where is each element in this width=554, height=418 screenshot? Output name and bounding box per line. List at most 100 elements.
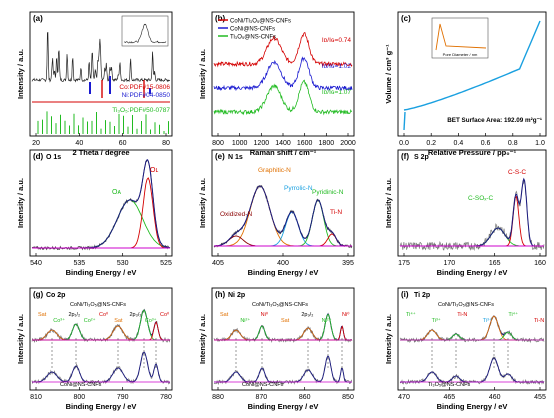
legend-entry: Ti₃O₅:PDF#50-0787	[112, 107, 170, 114]
x-axis-label: Binding Energy / eV	[248, 268, 319, 277]
peak-label: Ti-N	[330, 209, 342, 216]
plot-frame	[29, 11, 173, 137]
x-tick-label: 400	[277, 260, 289, 267]
fit-envelope	[214, 185, 352, 247]
panel-d: (d) O 1s 540 535 530 525 Binding Energy / eV In…	[16, 149, 173, 277]
y-axis-label: Intensity / a.u.	[384, 314, 393, 364]
plot-frame	[211, 287, 355, 391]
x-tick-label: 1600	[297, 140, 313, 147]
legend-entry: Ni:PDF#04-0850	[122, 92, 171, 99]
component-peak	[214, 199, 352, 247]
peak-label: Pyridinic-N	[312, 189, 344, 196]
x-tick-label: 800	[73, 394, 85, 401]
panel-i: (i) Ti 2p 470 465 460 455 Binding Energy / eV I…	[384, 287, 547, 411]
ol-peak	[32, 177, 170, 249]
x-tick-label: 1800	[319, 140, 335, 147]
x-tick-label: 0.4	[454, 140, 464, 147]
panel-title: Ni 2p	[228, 292, 245, 299]
peak-label: Ni⁰	[261, 311, 269, 318]
panel-c: (c) 0.0 0.2 0.4 0.6 0.8 1.0 Relative Pressure /…	[384, 11, 547, 157]
fit-envelope	[214, 355, 352, 383]
x-axis-label: Binding Energy / eV	[66, 402, 137, 411]
fit-envelope	[400, 357, 544, 383]
raw-spectrum	[399, 356, 545, 386]
panel-letter: (g)	[33, 290, 44, 299]
x-tick-label: 0.0	[399, 140, 409, 147]
x-tick-label: 0.8	[508, 140, 518, 147]
x-tick-label: 470	[398, 394, 410, 401]
peak-label: Pyrrolic-N	[284, 185, 313, 192]
plot-frame	[397, 149, 547, 257]
peak-label: Ti⁴⁺	[508, 311, 518, 318]
legend-entry: Co:PDF#15-0806	[119, 84, 170, 91]
x-axis-label: Binding Energy / eV	[66, 268, 137, 277]
inset-x-label: Pore Diameter / nm	[443, 52, 478, 57]
x-tick-label: 80	[162, 140, 170, 147]
x-axis-label: Binding Energy / eV	[248, 402, 319, 411]
peak-label: Co²⁺	[84, 317, 96, 324]
y-axis-label: Volume / cm³ g⁻¹	[384, 44, 393, 104]
xrd-curve	[31, 31, 171, 83]
peak-label: Co³⁺	[53, 317, 65, 324]
x-tick-label: 0.6	[481, 140, 491, 147]
x-axis-label: Relative Pressure / pp₀⁻¹	[428, 148, 517, 157]
x-tick-label: 1400	[275, 140, 291, 147]
peak-label: 2p₁/₂	[69, 312, 81, 318]
panel-letter: (a)	[33, 14, 43, 23]
x-tick-label: 175	[398, 260, 410, 267]
peak-label: 2p₃/₂	[301, 312, 313, 318]
x-tick-label: 525	[160, 260, 172, 267]
panel-letter: (h)	[215, 290, 226, 299]
x-tick-label: 2000	[340, 140, 356, 147]
x-tick-label: 40	[75, 140, 83, 147]
x-tick-label: 860	[299, 394, 311, 401]
adsorption-curve	[403, 20, 541, 111]
peak-label: Oᴀ	[112, 189, 121, 196]
peak-label: 2p₃/₂	[130, 312, 142, 318]
panel-letter: (d)	[33, 152, 44, 161]
inset-box	[431, 17, 489, 59]
sample-label: CoNi/Ti₃O₅@NS-CNFs	[252, 302, 308, 308]
csox-peak	[400, 227, 544, 247]
panel-h: (h) Ni 2p 880 870 860 850 Binding Energy / eV I…	[198, 287, 355, 411]
component-peak	[214, 327, 352, 341]
peak-label: Ti³⁺	[432, 317, 441, 324]
panel-title: Ti 2p	[414, 292, 430, 299]
plot-frame	[397, 287, 547, 391]
y-axis-label: Intensity / a.u.	[198, 314, 207, 364]
component-peak	[400, 329, 544, 341]
panel-title: N 1s	[228, 154, 243, 161]
x-tick-label: 160	[534, 260, 546, 267]
x-axis-label: Binding Energy / eV	[437, 402, 508, 411]
panel-letter: (c)	[401, 14, 411, 23]
peak-label: Ti-N	[534, 318, 544, 324]
x-tick-label: 540	[30, 260, 42, 267]
x-tick-label: 455	[534, 394, 546, 401]
panel-title: Co 2p	[46, 292, 65, 299]
plot-frame	[29, 149, 173, 257]
peak-label: Co⁰	[99, 311, 109, 318]
legend-entry: CoNi/Ti₃O₅@NS-CNFs	[230, 19, 291, 25]
y-axis-label: Intensity / a.u.	[198, 49, 207, 99]
x-tick-label: 790	[117, 394, 129, 401]
peak-label: Oʟ	[150, 167, 158, 174]
x-tick-label: 460	[489, 394, 501, 401]
fit-envelope	[400, 315, 544, 341]
raw-spectrum	[399, 315, 545, 344]
inset-box	[121, 15, 169, 47]
y-axis-label: Intensity / a.u.	[16, 314, 25, 364]
x-axis-label: Binding Energy / eV	[437, 268, 508, 277]
panel-e: (e) N 1s 405 400 395 Binding Energy / eV Inten…	[198, 149, 355, 277]
sample-label: Ti₃O₅@NS-CNFs	[428, 382, 470, 388]
y-axis-label: Intensity / a.u.	[16, 49, 25, 99]
legend-entry: Ti₃O₅@NS-CNFs	[230, 35, 276, 41]
x-axis-label: Raman shift / cm⁻¹	[250, 148, 317, 157]
peak-label: Oxidized-N	[220, 211, 252, 218]
oa-peak	[32, 199, 171, 249]
raw-spectrum	[31, 352, 171, 385]
sample-label: CoNi@NS-CNFs	[60, 382, 102, 388]
raman-curve	[213, 56, 353, 92]
peak-label: Sat	[38, 312, 47, 318]
x-tick-label: 1200	[254, 140, 270, 147]
